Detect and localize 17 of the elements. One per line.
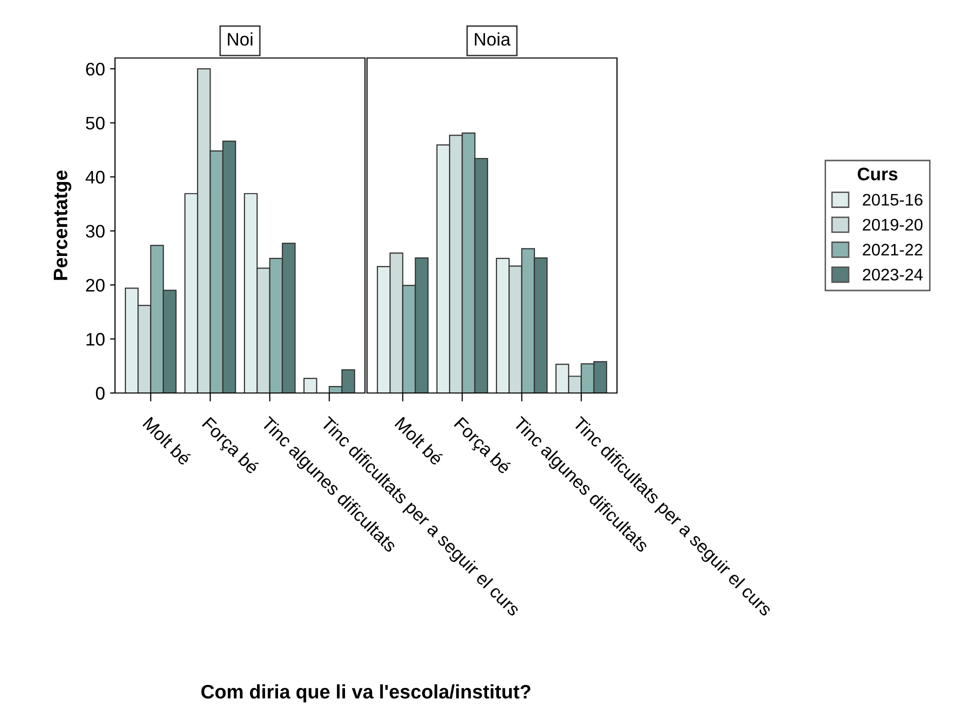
legend-label: 2015-16	[862, 194, 922, 206]
chart-title: Noi	[228, 32, 252, 46]
legend-label: 2023-24	[862, 268, 923, 281]
chart-title: Noia	[474, 32, 511, 46]
y-tick-label: 0	[96, 386, 105, 400]
y-axis-title: Percentatge	[54, 170, 72, 280]
y-tick-label: 40	[86, 170, 105, 184]
legend-label: 2019-20	[862, 218, 923, 231]
bar	[303, 378, 318, 393]
x-axis-title: Com diria que li va l'escola/institut?	[201, 684, 530, 702]
legend-label: 2021-22	[862, 244, 922, 256]
y-tick-label: 10	[86, 332, 105, 346]
y-tick-label: 50	[86, 116, 105, 130]
legend-title: Curs	[858, 168, 898, 180]
y-tick-label: 30	[86, 224, 105, 238]
y-tick-label: 20	[86, 278, 105, 292]
y-tick-label: 60	[86, 62, 105, 76]
